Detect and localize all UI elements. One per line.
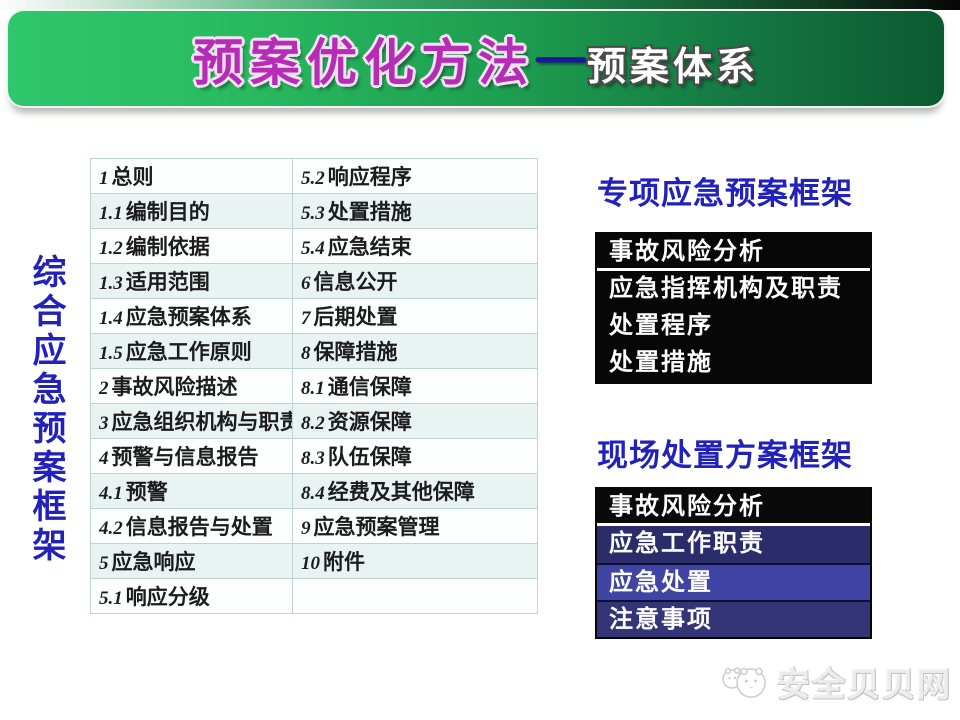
table-row: 4 预警与信息报告 8.3 队伍保障 [90,438,538,474]
table-row: 1.2 编制依据 5.4 应急结束 [90,228,538,264]
table-row: 5 应急响应 10 附件 [90,543,538,579]
table-row: 1.1 编制目的 5.3 处置措施 [90,193,538,229]
special-plan-frame: 事故风险分析 应急指挥机构及职责 处置程序 处置措施 [595,232,872,384]
mascot-icon [722,667,766,698]
onsite-plan-item: 事故风险分析 [597,489,870,526]
table-row: 1 总则 5.2 响应程序 [90,158,538,194]
table-row: 4.2 信息报告与处置 9 应急预案管理 [90,508,538,544]
watermark-text: 安全贝贝网 [777,666,952,703]
comprehensive-plan-table: 1 总则 5.2 响应程序 1.1 编制目的 5.3 处置措施 1.2 编制依据 5.4 应… [90,158,538,614]
table-row: 1.5 应急工作原则 8 保障措施 [90,333,538,369]
special-plan-heading: 专项应急预案框架 [597,176,853,211]
onsite-plan-frame: 事故风险分析 应急工作职责 应急处置 注意事项 [595,487,872,639]
table-row: 2 事故风险描述 8.1 通信保障 [90,368,538,404]
special-plan-item: 事故风险分析 [597,234,870,271]
comprehensive-plan-vertical-label: 综合应急预案框架 [27,254,64,566]
top-gradient-strip [0,0,960,10]
onsite-plan-item: 应急处置 [597,563,870,600]
onsite-plan-heading: 现场处置方案框架 [597,438,853,473]
slide-title-dash: — [536,29,585,82]
special-plan-item: 应急指挥机构及职责 [597,271,870,308]
special-plan-item: 处置程序 [597,308,870,345]
onsite-plan-item: 注意事项 [597,600,870,637]
table-row: 4.1 预警 8.4 经费及其他保障 [90,473,538,509]
table-row: 1.3 适用范围 6 信息公开 [90,263,538,299]
slide-title-main: 预案优化方法 [192,34,535,91]
table-row: 3 应急组织机构与职责 8.2 资源保障 [90,403,538,439]
watermark-logo: 安全贝贝网 [719,658,952,706]
table-row: 1.4 应急预案体系 7 后期处置 [90,298,538,334]
special-plan-item: 处置措施 [597,345,870,382]
slide-title-banner: 预案优化方法 — 预案体系 [8,11,944,106]
onsite-plan-item: 应急工作职责 [597,526,870,563]
table-row: 5.1 响应分级 [90,578,538,614]
slide-title-sub: 预案体系 [586,45,759,89]
